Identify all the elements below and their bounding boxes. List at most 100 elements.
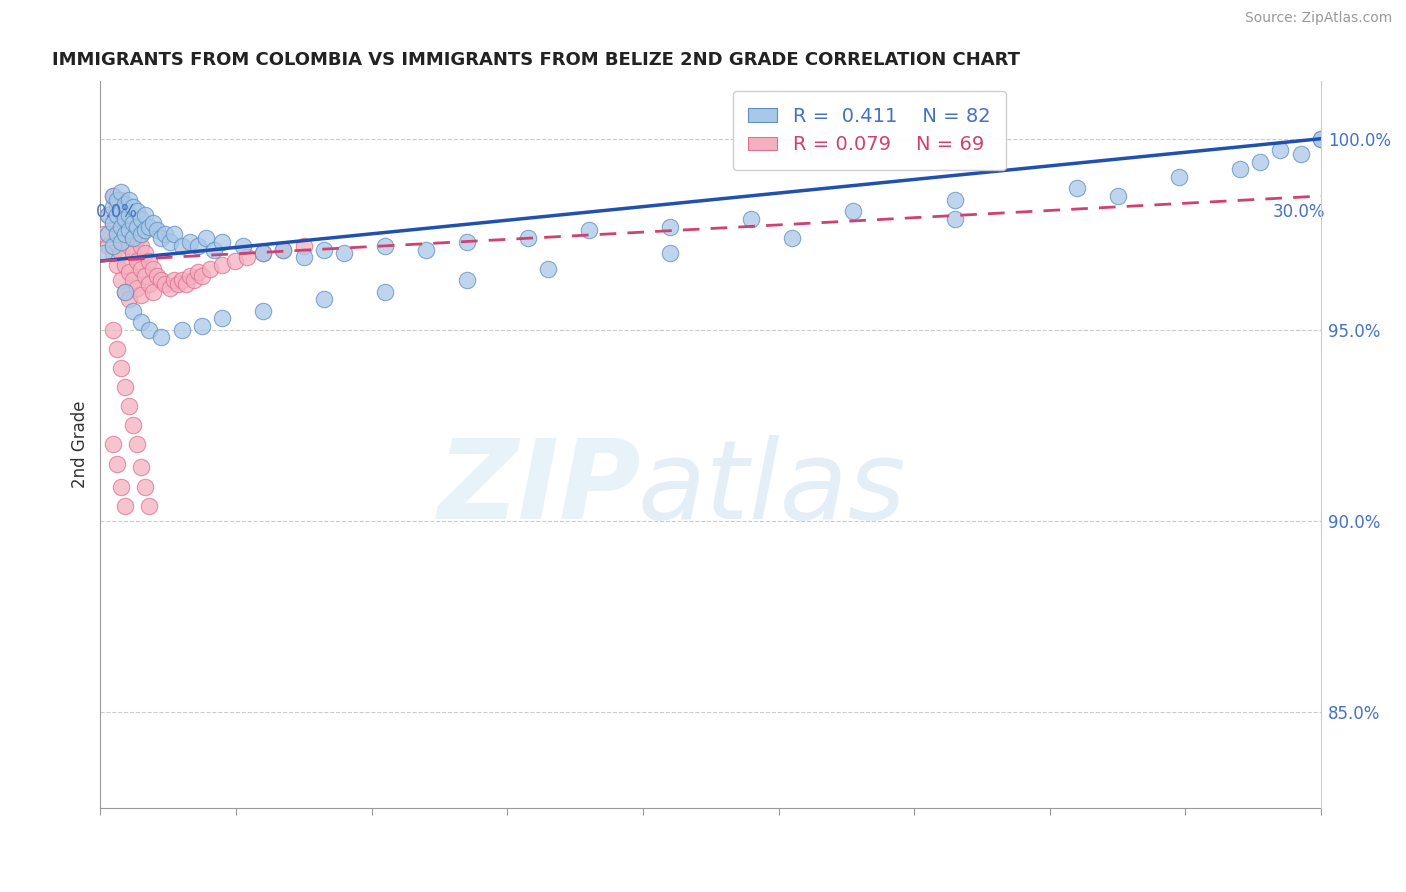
Point <box>187 265 209 279</box>
Point <box>232 238 254 252</box>
Point <box>122 418 145 433</box>
Point <box>114 211 136 226</box>
Point <box>1167 169 1189 184</box>
Point <box>114 380 136 394</box>
Point <box>211 311 233 326</box>
Point <box>105 201 128 215</box>
Point <box>236 250 259 264</box>
Point <box>183 273 205 287</box>
Point <box>659 246 682 260</box>
Point <box>110 273 132 287</box>
Point <box>146 223 169 237</box>
Point <box>142 216 165 230</box>
Point <box>162 273 184 287</box>
Point <box>162 227 184 242</box>
Point <box>105 457 128 471</box>
Point <box>97 227 120 242</box>
Point <box>170 323 193 337</box>
Point <box>110 219 132 234</box>
Point <box>224 254 246 268</box>
Point <box>943 193 966 207</box>
Text: Source: ZipAtlas.com: Source: ZipAtlas.com <box>1244 12 1392 25</box>
Point <box>93 227 115 242</box>
Point <box>110 204 132 219</box>
Point <box>211 258 233 272</box>
Point <box>125 204 148 219</box>
Point <box>118 238 141 252</box>
Point <box>273 243 295 257</box>
Point <box>110 235 132 249</box>
Point <box>138 323 160 337</box>
Point <box>1310 131 1333 145</box>
Point <box>110 193 132 207</box>
Point <box>159 281 181 295</box>
Point <box>129 211 152 226</box>
Legend: R =  0.411    N = 82, R = 0.079    N = 69: R = 0.411 N = 82, R = 0.079 N = 69 <box>733 91 1007 169</box>
Point <box>122 303 145 318</box>
Point <box>252 246 274 260</box>
Point <box>114 285 136 299</box>
Point <box>314 243 336 257</box>
Point <box>118 193 141 207</box>
Point <box>105 208 128 222</box>
Point <box>125 231 148 245</box>
Point <box>134 223 156 237</box>
Point <box>93 246 115 260</box>
Text: 0.0%: 0.0% <box>96 203 138 221</box>
Point <box>129 315 152 329</box>
Point <box>273 243 295 257</box>
Point <box>114 196 136 211</box>
Point <box>101 216 124 230</box>
Text: IMMIGRANTS FROM COLOMBIA VS IMMIGRANTS FROM BELIZE 2ND GRADE CORRELATION CHART: IMMIGRANTS FROM COLOMBIA VS IMMIGRANTS F… <box>52 51 1019 69</box>
Point <box>125 219 148 234</box>
Point <box>125 281 148 295</box>
Point <box>1270 143 1292 157</box>
Point <box>129 460 152 475</box>
Point <box>118 216 141 230</box>
Point <box>105 342 128 356</box>
Point <box>122 231 145 245</box>
Point <box>415 243 437 257</box>
Point <box>200 261 222 276</box>
Point <box>155 277 177 291</box>
Point <box>122 246 145 260</box>
Point <box>97 238 120 252</box>
Y-axis label: 2nd Grade: 2nd Grade <box>72 401 89 488</box>
Point <box>138 219 160 234</box>
Point <box>170 273 193 287</box>
Point <box>374 238 396 252</box>
Point <box>110 185 132 199</box>
Point <box>118 399 141 413</box>
Point <box>659 219 682 234</box>
Point <box>134 246 156 260</box>
Point <box>105 193 128 207</box>
Point <box>943 211 966 226</box>
Point <box>174 277 197 291</box>
Point <box>110 361 132 376</box>
Point <box>211 235 233 249</box>
Point <box>118 208 141 222</box>
Point <box>138 277 160 291</box>
Point <box>155 227 177 242</box>
Point <box>780 231 803 245</box>
Point <box>118 223 141 237</box>
Point <box>138 499 160 513</box>
Point <box>150 273 173 287</box>
Point <box>1066 181 1088 195</box>
Point <box>142 261 165 276</box>
Point <box>101 323 124 337</box>
Point <box>187 238 209 252</box>
Point <box>122 273 145 287</box>
Point <box>114 499 136 513</box>
Point <box>150 330 173 344</box>
Point <box>101 246 124 260</box>
Point <box>374 285 396 299</box>
Text: atlas: atlas <box>637 434 905 541</box>
Point <box>537 261 560 276</box>
Point <box>101 189 124 203</box>
Point <box>110 246 132 260</box>
Point <box>195 231 218 245</box>
Point <box>740 211 762 226</box>
Point <box>101 201 124 215</box>
Point <box>252 246 274 260</box>
